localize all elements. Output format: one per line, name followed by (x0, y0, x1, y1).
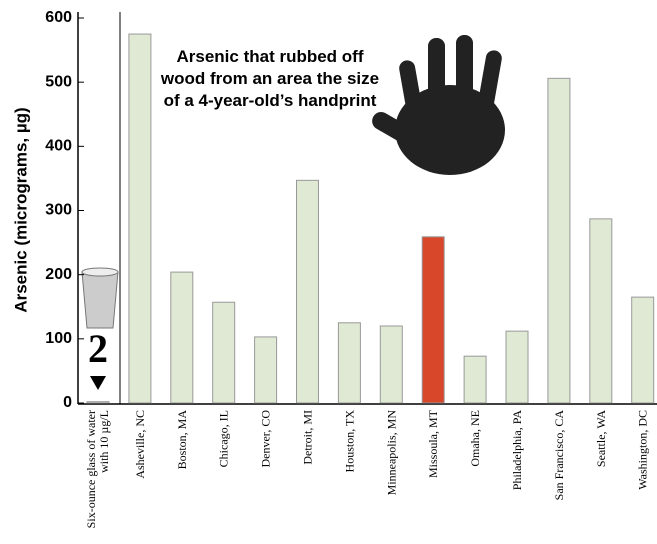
bar (170, 271, 194, 404)
x-tick-label-box: Seattle, WA (593, 410, 608, 468)
y-tick-label: 600 (45, 9, 72, 26)
x-tick-label-box: Detroit, MI (300, 410, 314, 465)
y-tick-label: 300 (45, 202, 72, 219)
x-tick-label: Missoula, MT (425, 410, 440, 479)
bar (589, 218, 613, 404)
x-tick-label-box: Chicago, IL (216, 410, 231, 468)
bar (505, 330, 529, 404)
x-tick-label: Washington, DC (635, 410, 650, 490)
x-tick-label-box: Omaha, NE (467, 410, 482, 467)
bar (86, 401, 110, 404)
bar (128, 33, 152, 404)
arrow-icon (90, 376, 106, 390)
bar (254, 336, 278, 404)
x-tick-label: San Francisco, CA (551, 410, 566, 501)
x-tick-label: Minneapolis, MN (383, 410, 398, 496)
glass-icon (81, 267, 119, 329)
bar (631, 296, 655, 404)
x-tick-label-box: Washington, DC (635, 410, 650, 490)
x-tick-label: Boston, MA (174, 410, 189, 470)
x-tick-label-box: Boston, MA (174, 410, 189, 470)
y-tick-label: 100 (45, 330, 72, 347)
bar (421, 236, 445, 404)
bar (547, 77, 571, 404)
x-tick-label: Six-ounce glass of water with 10 µg/L (84, 410, 111, 529)
y-axis-label: Arsenic (micrograms, µg) (11, 107, 30, 312)
x-tick-label-box: Houston, TX (341, 410, 356, 473)
y-tick-label: 500 (45, 73, 72, 90)
y-tick-label: 400 (45, 138, 72, 155)
x-tick-label-box: Philadelphia, PA (509, 410, 524, 491)
bar (379, 325, 403, 404)
data-label: 2 (88, 326, 108, 371)
y-tick-label: 0 (63, 394, 72, 411)
bar (296, 179, 319, 404)
bar (212, 301, 236, 404)
bar (337, 322, 361, 404)
x-tick-label: Houston, TX (341, 410, 356, 473)
annotation: Arsenic that rubbed off wood from an are… (160, 47, 380, 110)
x-tick-label: Detroit, MI (300, 410, 314, 465)
x-tick-label-box: Six-ounce glass of water with 10 µg/L (84, 410, 111, 529)
x-tick-label: Chicago, IL (216, 410, 231, 468)
x-tick-label-box: San Francisco, CA (551, 410, 566, 501)
x-tick-label-box: Missoula, MT (425, 410, 440, 479)
x-tick-label: Omaha, NE (467, 410, 482, 467)
x-tick-label: Asheville, NC (132, 410, 147, 479)
x-tick-label: Seattle, WA (593, 410, 608, 468)
x-tick-label-box: Minneapolis, MN (383, 410, 398, 496)
x-tick-label: Denver, CO (258, 410, 273, 468)
x-tick-label-box: Denver, CO (258, 410, 273, 468)
handprint-icon (372, 35, 505, 175)
bar (463, 355, 487, 404)
x-tick-label: Philadelphia, PA (509, 410, 524, 491)
y-tick-label: 200 (45, 266, 72, 283)
x-tick-label-box: Asheville, NC (132, 410, 147, 479)
